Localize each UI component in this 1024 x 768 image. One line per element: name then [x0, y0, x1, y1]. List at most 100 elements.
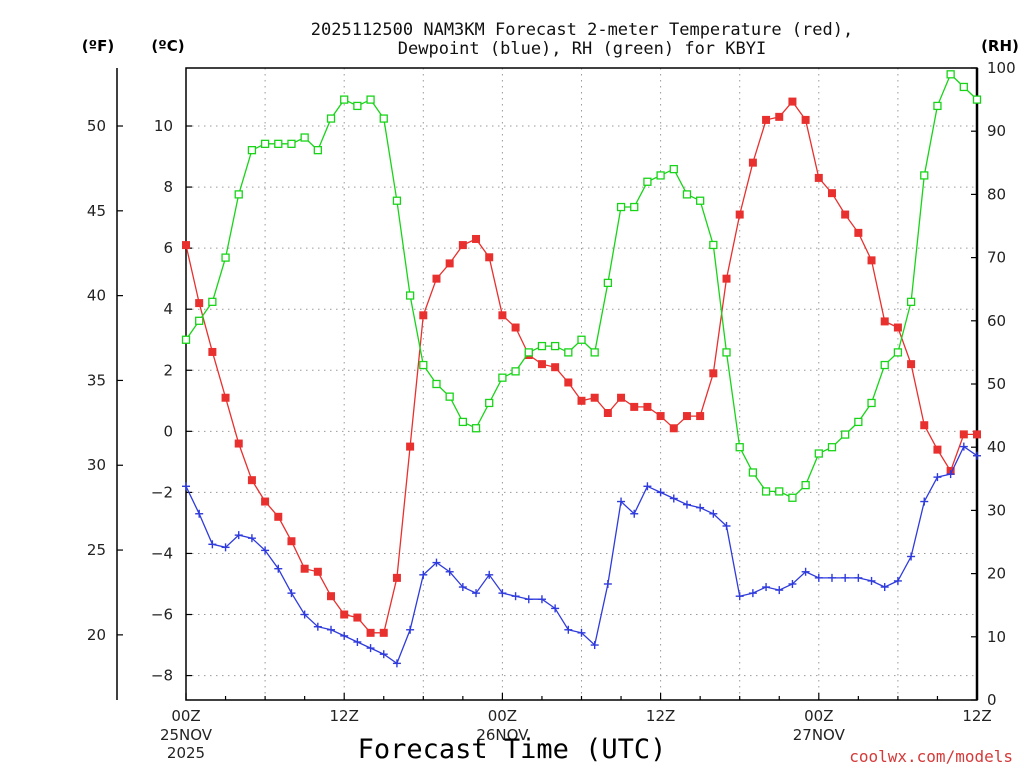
data-point-marker — [379, 650, 388, 659]
series-temperature — [182, 97, 981, 637]
data-point-marker — [445, 259, 454, 268]
data-point-marker — [709, 509, 718, 518]
fahrenheit-tick-label: 45 — [87, 202, 106, 220]
data-point-marker — [392, 196, 402, 205]
x-tick-date-label: 25NOV — [160, 726, 213, 744]
celsius-tick-label: 2 — [163, 361, 173, 379]
data-point-marker — [880, 317, 889, 326]
data-point-marker — [366, 95, 375, 104]
fahrenheit-tick-label: 40 — [87, 287, 106, 305]
data-point-marker — [656, 171, 665, 180]
data-point-marker — [313, 567, 322, 576]
fahrenheit-tick-label: 20 — [87, 626, 106, 644]
data-point-marker — [247, 476, 256, 485]
x-tick-label: 00Z — [488, 707, 517, 725]
data-point-marker — [590, 393, 599, 402]
data-point-marker — [537, 595, 546, 604]
data-point-marker — [485, 398, 494, 408]
x-tick-label: 12Z — [962, 707, 991, 725]
data-point-marker — [933, 101, 942, 111]
data-point-marker — [577, 628, 586, 637]
data-point-marker — [419, 311, 428, 320]
fahrenheit-tick-label: 50 — [87, 117, 106, 135]
data-point-marker — [472, 234, 481, 243]
celsius-tick-label: 8 — [163, 178, 173, 196]
data-point-marker — [669, 424, 678, 433]
data-point-marker — [735, 210, 744, 219]
data-point-marker — [195, 316, 204, 325]
rh-tick-label: 70 — [987, 249, 1006, 267]
data-point-marker — [274, 512, 283, 521]
data-point-marker — [946, 470, 955, 479]
data-point-marker — [854, 417, 863, 427]
data-point-marker — [722, 348, 731, 357]
data-point-marker — [485, 253, 494, 262]
data-point-marker — [616, 202, 626, 212]
data-point-marker — [379, 114, 388, 123]
data-point-marker — [340, 610, 349, 619]
data-point-marker — [247, 146, 257, 155]
data-point-marker — [920, 421, 929, 430]
data-point-marker — [524, 348, 533, 357]
data-point-marker — [564, 625, 573, 634]
data-point-marker — [841, 210, 850, 219]
data-point-marker — [550, 341, 560, 351]
celsius-tick-label: −4 — [151, 544, 173, 562]
data-point-marker — [458, 417, 468, 427]
data-point-marker — [867, 256, 876, 265]
rh-tick-label: 10 — [987, 628, 1006, 646]
data-point-marker — [920, 171, 929, 180]
data-point-marker — [801, 567, 810, 576]
data-point-marker — [208, 540, 217, 549]
data-point-marker — [748, 468, 758, 477]
data-point-marker — [379, 628, 388, 637]
data-point-marker — [709, 369, 718, 378]
data-point-marker — [419, 360, 428, 370]
data-point-marker — [261, 546, 270, 555]
data-point-marker — [577, 335, 586, 344]
data-point-marker — [893, 323, 902, 332]
data-point-marker — [221, 253, 230, 262]
data-point-marker — [656, 412, 665, 421]
data-point-marker — [603, 409, 612, 418]
data-point-marker — [208, 347, 217, 356]
data-point-marker — [564, 378, 573, 387]
data-point-marker — [274, 564, 283, 573]
data-point-marker — [893, 576, 902, 585]
data-point-marker — [537, 341, 547, 351]
data-point-marker — [775, 487, 784, 496]
data-point-marker — [419, 570, 428, 579]
data-point-marker — [392, 573, 401, 582]
x-tick-label: 00Z — [804, 707, 833, 725]
rh-tick-label: 0 — [987, 691, 997, 709]
data-point-marker — [841, 430, 850, 439]
data-point-marker — [564, 348, 573, 357]
axes: 20253035404550−8−6−4−2024681001020304050… — [87, 59, 1016, 762]
data-point-marker — [445, 567, 454, 576]
data-point-marker — [392, 659, 401, 668]
x-tick-label: 00Z — [171, 707, 200, 725]
data-point-marker — [814, 173, 823, 182]
data-point-marker — [762, 115, 771, 124]
data-point-marker — [458, 241, 467, 250]
data-point-marker — [867, 576, 876, 585]
data-point-marker — [827, 443, 837, 452]
celsius-tick-label: −2 — [151, 483, 173, 501]
x-tick-date-label: 26NOV — [476, 726, 529, 744]
celsius-tick-label: −8 — [151, 667, 173, 685]
data-point-marker — [485, 570, 494, 579]
chart-title-line1: 2025112500 NAM3KM Forecast 2-meter Tempe… — [311, 20, 853, 40]
data-point-marker — [748, 589, 757, 598]
data-point-marker — [182, 241, 190, 250]
data-point-marker — [827, 573, 836, 582]
data-point-marker — [313, 622, 322, 631]
data-point-marker — [617, 393, 626, 402]
data-point-marker — [577, 396, 586, 405]
data-point-marker — [406, 442, 415, 451]
data-point-marker — [643, 402, 652, 411]
data-point-marker — [630, 202, 639, 212]
data-point-marker — [551, 604, 560, 613]
data-point-marker — [234, 190, 243, 199]
data-point-marker — [300, 610, 309, 619]
data-point-marker — [682, 412, 691, 421]
